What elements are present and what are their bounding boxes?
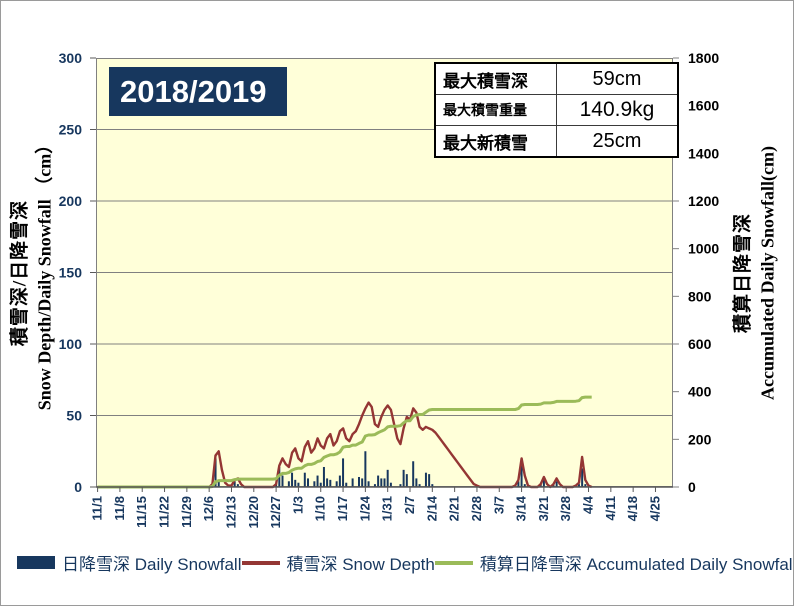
svg-text:2/14: 2/14 bbox=[424, 495, 439, 521]
chart-title: 2018/2019 bbox=[109, 67, 287, 116]
svg-text:250: 250 bbox=[59, 122, 83, 138]
gridlines bbox=[96, 129, 673, 416]
svg-text:1200: 1200 bbox=[688, 193, 719, 209]
stats-row-max-depth: 最大積雪深 59cm bbox=[434, 62, 679, 95]
svg-text:1/17: 1/17 bbox=[335, 496, 350, 521]
chart-legend: 日降雪深 Daily Snowfall 積雪深 Snow Depth 積算日降雪… bbox=[1, 550, 793, 575]
left-axis-title: 積雪深/日降雪深 Snow Depth/Daily Snowfall （cm） bbox=[3, 58, 61, 487]
svg-text:100: 100 bbox=[59, 336, 83, 352]
right-axis-title-en: Accumulated Daily Snowfall(cm) bbox=[757, 145, 778, 400]
stat-label-max-snow-depth: 最大積雪深 bbox=[434, 62, 557, 95]
svg-text:600: 600 bbox=[688, 336, 712, 352]
stats-row-max-weight: 最大積雪重量 140.9kg bbox=[434, 94, 679, 126]
accumulated-snowfall-swatch-icon bbox=[434, 560, 473, 565]
svg-text:300: 300 bbox=[59, 50, 83, 66]
svg-text:1/10: 1/10 bbox=[313, 496, 328, 521]
svg-text:2/21: 2/21 bbox=[447, 496, 462, 521]
svg-text:400: 400 bbox=[688, 384, 712, 400]
svg-text:1600: 1600 bbox=[688, 98, 719, 114]
svg-text:800: 800 bbox=[688, 288, 712, 304]
stats-table: 最大積雪深 59cm 最大積雪重量 140.9kg 最大新積雪 25cm bbox=[434, 62, 679, 158]
svg-text:4/4: 4/4 bbox=[581, 495, 596, 514]
legend-label-daily-snowfall: 日降雪深 Daily Snowfall bbox=[62, 555, 242, 574]
stat-value-max-snow-depth: 59cm bbox=[556, 62, 679, 95]
snow-depth-swatch-icon bbox=[241, 560, 280, 565]
svg-text:3/21: 3/21 bbox=[536, 496, 551, 521]
right-axis-tick-labels: 0 200 400 600 800 1000 1200 1400 1600 1800 bbox=[673, 50, 719, 495]
svg-text:11/8: 11/8 bbox=[112, 496, 127, 521]
svg-text:150: 150 bbox=[59, 265, 83, 281]
right-axis-title: 積算日降雪深 Accumulated Daily Snowfall(cm) bbox=[721, 58, 789, 487]
svg-text:0: 0 bbox=[688, 479, 696, 495]
left-axis-title-en: Snow Depth/Daily Snowfall （cm） bbox=[34, 135, 55, 410]
legend-item-daily-snowfall: 日降雪深 Daily Snowfall bbox=[17, 550, 242, 575]
svg-text:1/3: 1/3 bbox=[290, 496, 305, 514]
left-axis-title-ja: 積雪深/日降雪深 bbox=[9, 199, 31, 346]
svg-text:12/20: 12/20 bbox=[246, 496, 261, 529]
legend-label-snow-depth: 積雪深 Snow Depth bbox=[286, 555, 435, 574]
x-axis-tick-labels: 11/1 11/8 11/15 11/22 11/29 12/6 12/13 12/20 12/… bbox=[90, 487, 663, 529]
svg-text:1400: 1400 bbox=[688, 145, 719, 161]
svg-text:12/13: 12/13 bbox=[224, 496, 239, 529]
svg-text:200: 200 bbox=[59, 193, 83, 209]
svg-text:11/15: 11/15 bbox=[134, 496, 149, 528]
svg-text:1/24: 1/24 bbox=[357, 495, 372, 521]
stat-label-max-new-snow: 最大新積雪 bbox=[434, 125, 557, 158]
svg-text:3/7: 3/7 bbox=[491, 496, 506, 514]
svg-text:3/28: 3/28 bbox=[558, 496, 573, 521]
legend-item-snow-depth: 積雪深 Snow Depth bbox=[241, 550, 435, 575]
svg-text:11/29: 11/29 bbox=[179, 496, 194, 528]
daily-snowfall-swatch-icon bbox=[17, 556, 55, 569]
stat-value-max-snow-weight: 140.9kg bbox=[556, 94, 679, 126]
stat-label-max-snow-weight: 最大積雪重量 bbox=[434, 94, 557, 126]
svg-text:12/6: 12/6 bbox=[201, 496, 216, 521]
right-axis-title-ja: 積算日降雪深 bbox=[732, 212, 754, 333]
svg-text:1800: 1800 bbox=[688, 50, 719, 66]
svg-text:2/28: 2/28 bbox=[469, 496, 484, 521]
svg-text:50: 50 bbox=[66, 408, 82, 424]
svg-text:4/25: 4/25 bbox=[648, 496, 663, 521]
legend-label-accumulated: 積算日降雪深 Accumulated Daily Snowfall bbox=[479, 555, 794, 574]
svg-text:11/22: 11/22 bbox=[157, 496, 172, 528]
svg-text:4/11: 4/11 bbox=[603, 496, 618, 521]
svg-text:1/31: 1/31 bbox=[380, 496, 395, 521]
svg-text:2/7: 2/7 bbox=[402, 496, 417, 514]
svg-text:4/18: 4/18 bbox=[625, 496, 640, 521]
svg-text:11/1: 11/1 bbox=[90, 496, 105, 521]
left-axis-tick-labels: 0 50 100 150 200 250 300 bbox=[59, 50, 96, 495]
legend-item-accumulated: 積算日降雪深 Accumulated Daily Snowfall bbox=[434, 550, 794, 575]
svg-text:3/14: 3/14 bbox=[514, 495, 529, 521]
svg-text:12/27: 12/27 bbox=[268, 496, 283, 529]
svg-text:200: 200 bbox=[688, 431, 712, 447]
svg-text:1000: 1000 bbox=[688, 241, 719, 257]
svg-text:0: 0 bbox=[74, 479, 82, 495]
stats-row-max-new-snow: 最大新積雪 25cm bbox=[434, 125, 679, 158]
stat-value-max-new-snow: 25cm bbox=[556, 125, 679, 158]
